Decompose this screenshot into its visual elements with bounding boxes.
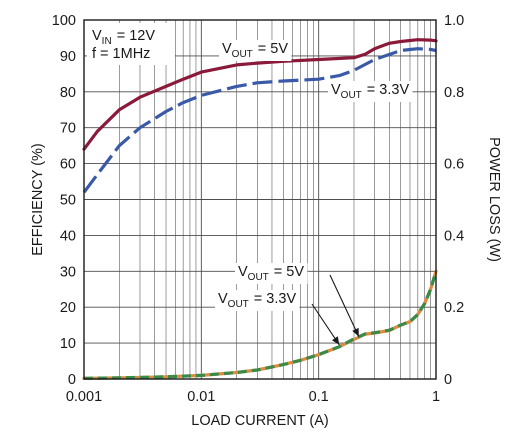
series-label-4: VOUT = 3.3V — [218, 291, 296, 310]
y-left-tick-label: 20 — [60, 300, 76, 316]
x-tick-label: 0.001 — [66, 389, 102, 405]
y-left-tick-label: 40 — [60, 228, 76, 244]
series-label-2-backdrop — [328, 81, 413, 102]
series-label-3-backdrop — [235, 263, 308, 284]
y-right-tick-label: 0.8 — [444, 85, 464, 101]
y-right-axis-title: POWER LOSS (W) — [486, 137, 502, 262]
y-left-tick-label: 60 — [60, 157, 76, 173]
y-left-tick-label: 90 — [60, 49, 76, 65]
x-tick-label: 0.1 — [309, 389, 329, 405]
y-left-tick-label: 70 — [60, 121, 76, 137]
y-left-tick-label: 80 — [60, 85, 76, 101]
condition-text: VIN = 12V — [92, 28, 155, 47]
y-right-tick-label: 1.0 — [444, 13, 464, 29]
annotation-arrowhead — [332, 336, 340, 345]
series-label-4-backdrop — [215, 290, 300, 311]
y-right-tick-label: 0.6 — [444, 157, 464, 173]
chart-labels: 0.001 0.01 0.1 1010203040506070809010000.20… — [30, 13, 502, 429]
conditions-backdrop — [87, 23, 175, 65]
chart-curves — [82, 38, 438, 380]
chart-grid — [83, 19, 437, 380]
y-right-tick-label: 0 — [444, 372, 452, 388]
series-label-1: VOUT = 5V — [222, 41, 288, 60]
y-left-tick-label: 0 — [68, 372, 76, 388]
y-right-tick-label: 0.4 — [444, 228, 464, 244]
plot-frame — [83, 19, 437, 380]
y-left-tick-label: 50 — [60, 193, 76, 209]
series-line-1 — [82, 38, 438, 151]
y-left-tick-label: 30 — [60, 264, 76, 280]
x-tick-label: 1 — [432, 389, 440, 405]
condition-text: f = 1MHz — [92, 46, 150, 62]
series-label-1-backdrop — [219, 40, 292, 61]
annotation-leader — [311, 303, 340, 346]
x-axis-title: LOAD CURRENT (A) — [191, 413, 329, 429]
series-label-3: VOUT = 5V — [238, 264, 304, 283]
series-line-2 — [82, 47, 437, 194]
y-right-tick-label: 0.2 — [444, 300, 464, 316]
y-left-tick-label: 10 — [60, 336, 76, 352]
y-left-tick-label: 100 — [52, 13, 76, 29]
series-label-2: VOUT = 3.3V — [331, 82, 409, 101]
series-line-4 — [83, 270, 438, 380]
annotation-leader — [329, 274, 360, 337]
annotation-arrowhead — [352, 327, 359, 337]
x-tick-label: 0.01 — [187, 389, 215, 405]
y-left-axis-title: EFFICIENCY (%) — [30, 143, 46, 256]
